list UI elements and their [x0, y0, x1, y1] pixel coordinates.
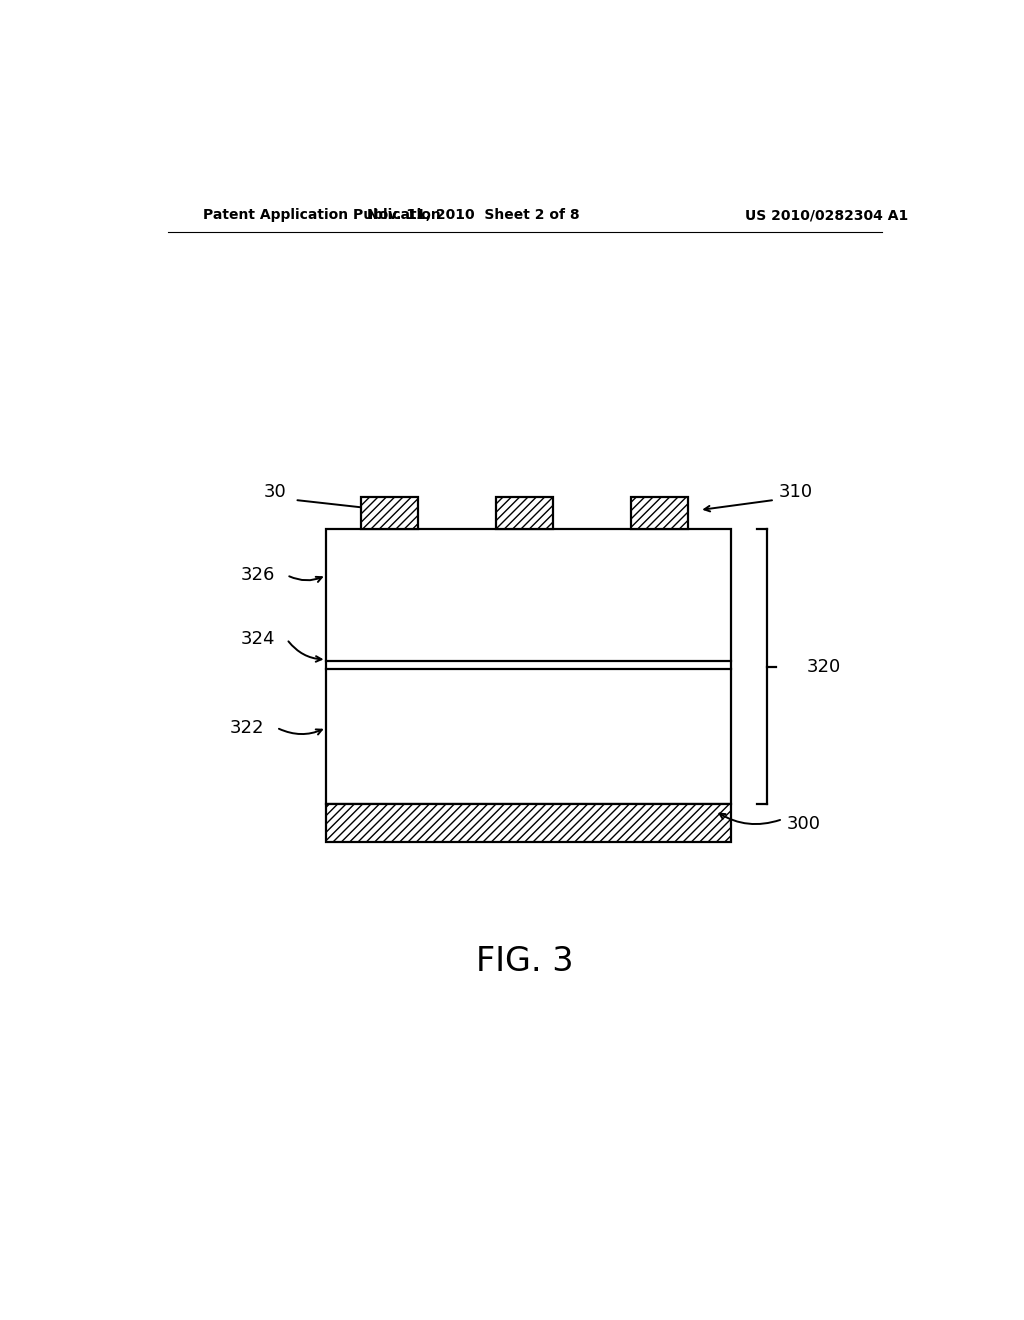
Text: 300: 300 — [786, 816, 820, 833]
Bar — [327, 804, 731, 842]
Text: 322: 322 — [230, 718, 264, 737]
Bar — [327, 529, 731, 804]
Text: US 2010/0282304 A1: US 2010/0282304 A1 — [744, 209, 908, 222]
Text: 310: 310 — [779, 483, 813, 500]
Text: 326: 326 — [241, 566, 274, 585]
Bar — [361, 496, 419, 529]
Text: 324: 324 — [241, 630, 274, 648]
Text: 320: 320 — [807, 657, 841, 676]
Text: 30: 30 — [263, 483, 286, 500]
Text: FIG. 3: FIG. 3 — [476, 945, 573, 978]
Text: Nov. 11, 2010  Sheet 2 of 8: Nov. 11, 2010 Sheet 2 of 8 — [367, 209, 580, 222]
Bar — [497, 496, 553, 529]
Bar — [631, 496, 688, 529]
Text: Patent Application Publication: Patent Application Publication — [204, 209, 441, 222]
